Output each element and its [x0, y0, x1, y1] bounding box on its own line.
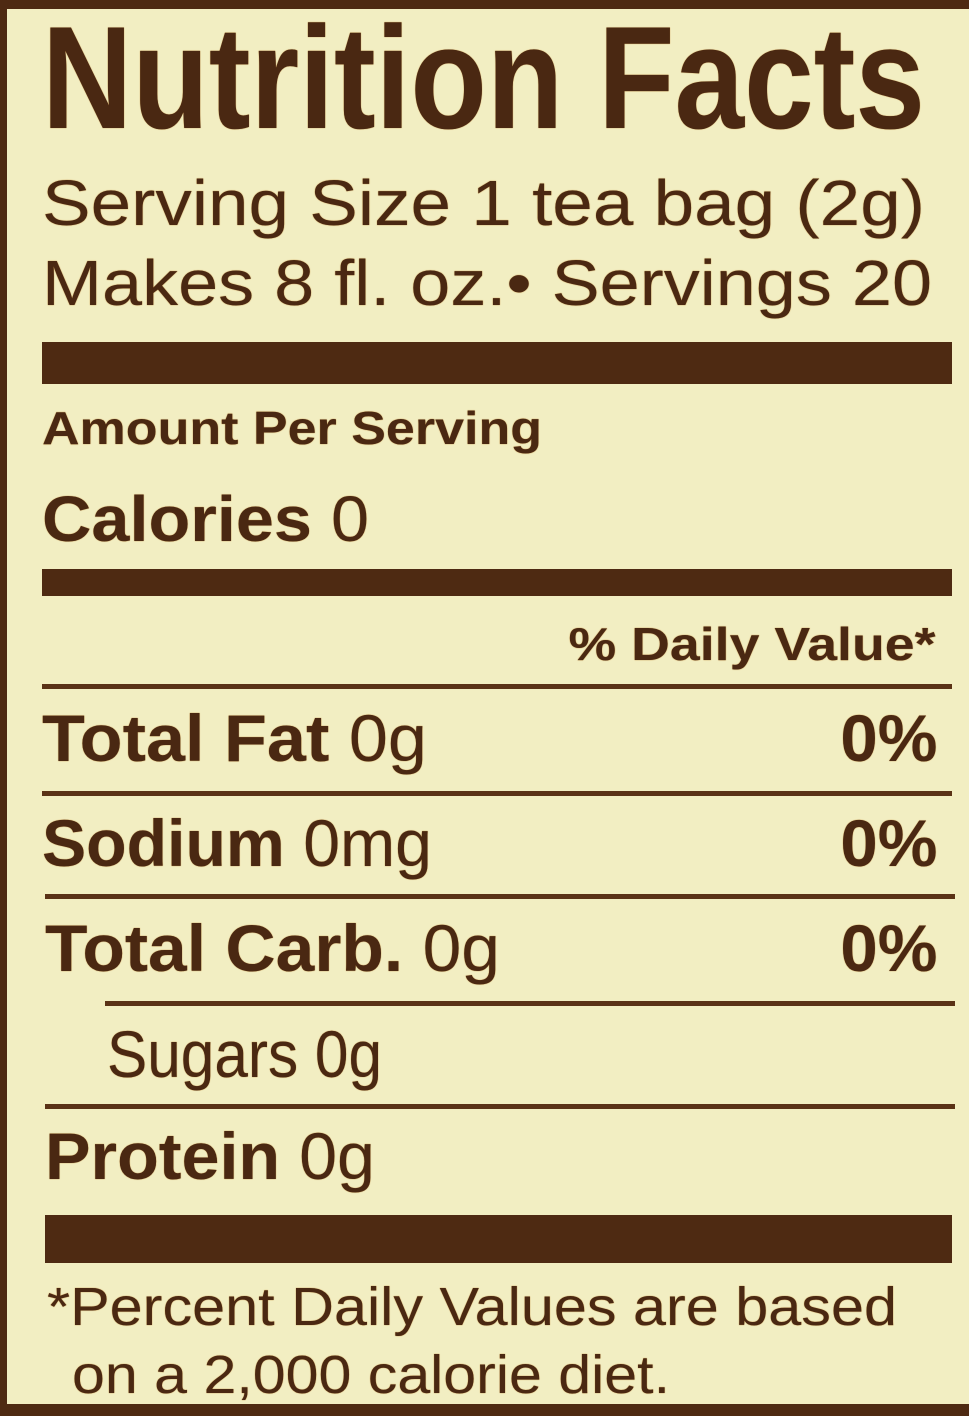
nutrient-amount: 0g [348, 701, 427, 775]
nutrient-amount: 0g [299, 1119, 375, 1193]
nutrient-row-total-carb: Total Carb. 0g [45, 915, 500, 981]
divider [45, 894, 955, 899]
amount-per-serving: Amount Per Serving [42, 402, 542, 454]
nutrient-label: Total Fat [42, 701, 330, 775]
nutrient-label: Protein [45, 1119, 281, 1193]
nutrient-label: Total Carb. [45, 911, 404, 985]
nutrient-amount: 0g [422, 911, 500, 985]
divider [45, 1104, 955, 1109]
divider [42, 791, 952, 796]
serving-size: Serving Size 1 tea bag (2g) [42, 167, 925, 239]
label-title: Nutrition Facts [42, 0, 925, 159]
nutrient-row-sugars: Sugars 0g [107, 1021, 382, 1087]
nutrient-row-sodium: Sodium 0mg [42, 810, 432, 876]
thick-divider [45, 1215, 952, 1263]
thick-divider [42, 342, 952, 384]
nutrient-row-protein: Protein 0g [45, 1123, 375, 1189]
nutrient-row-total-fat: Total Fat 0g [42, 705, 427, 771]
nutrient-amount: 0g [314, 1017, 382, 1091]
medium-divider [42, 569, 952, 596]
daily-value-header: % Daily Value* [568, 618, 935, 670]
divider [42, 684, 952, 689]
calories-label: Calories [42, 483, 312, 555]
nutrient-dv: 0% [840, 911, 937, 985]
servings-per-container: Makes 8 fl. oz.• Servings 20 [42, 247, 933, 319]
calories-value: 0 [330, 483, 369, 555]
nutrient-amount: 0mg [303, 806, 432, 880]
nutrient-dv: 0% [840, 701, 937, 775]
footnote-line-1: *Percent Daily Values are based [47, 1277, 897, 1337]
nutrient-label: Sodium [42, 806, 285, 880]
nutrient-dv: 0% [840, 806, 937, 880]
footnote-line-2: on a 2,000 calorie diet. [72, 1345, 670, 1405]
indented-divider [105, 1001, 955, 1006]
calories-row: Calories 0 [42, 487, 369, 551]
nutrient-label: Sugars [107, 1017, 299, 1091]
